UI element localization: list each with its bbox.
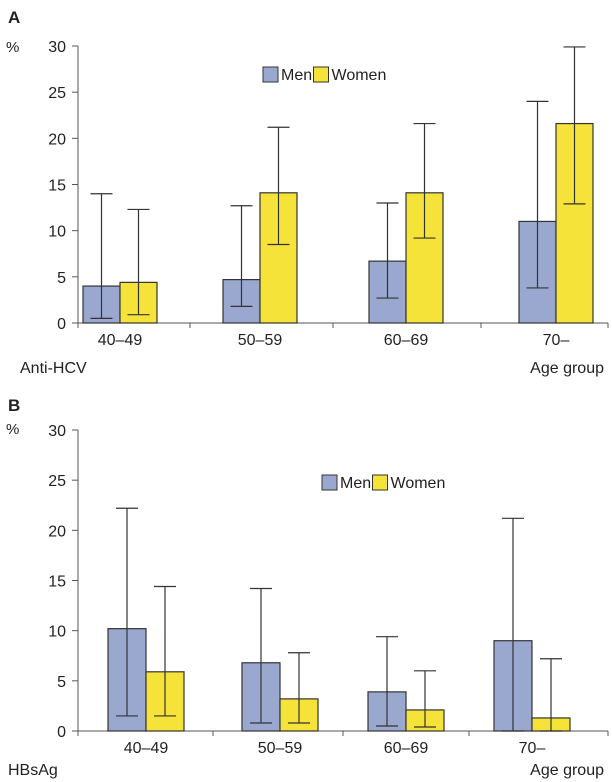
category-label: 60–69 bbox=[384, 332, 429, 349]
x-axis-label-a: Age group bbox=[530, 360, 604, 377]
y-tick-label: 25 bbox=[48, 473, 66, 490]
y-tick-label: 30 bbox=[48, 39, 66, 56]
legend-label-women: Women bbox=[332, 67, 387, 84]
category-label: 50–59 bbox=[258, 740, 303, 757]
y-unit-b: % bbox=[6, 421, 19, 438]
y-tick-label: 10 bbox=[48, 224, 66, 241]
panel-a-plot: 0 5 10 15 20 25 30 40–49 50–59 60–69 70– Men Women bbox=[48, 39, 609, 349]
category-label: 60–69 bbox=[384, 740, 429, 757]
legend-swatch-men bbox=[262, 66, 279, 83]
category-label: 40–49 bbox=[124, 740, 169, 757]
legend-swatch-men bbox=[321, 474, 338, 491]
legend-swatch-women bbox=[372, 474, 388, 491]
marker-label-a: Anti-HCV bbox=[20, 360, 87, 377]
y-tick-label: 15 bbox=[48, 574, 66, 591]
category-label: 50–59 bbox=[238, 332, 283, 349]
category-label: 70– bbox=[519, 740, 546, 757]
marker-label-b: HBsAg bbox=[8, 762, 58, 779]
x-axis-label-b: Age group bbox=[530, 762, 604, 779]
legend-label-men: Men bbox=[281, 67, 312, 84]
y-tick-label: 0 bbox=[57, 316, 66, 333]
y-tick-label: 20 bbox=[48, 523, 66, 540]
y-tick-label: 20 bbox=[48, 131, 66, 148]
y-unit-a: % bbox=[6, 39, 19, 56]
y-tick-label: 10 bbox=[48, 624, 66, 641]
y-tick-label: 5 bbox=[57, 270, 66, 287]
y-tick-label: 5 bbox=[57, 674, 66, 691]
y-tick-label: 25 bbox=[48, 85, 66, 102]
y-tick-label: 15 bbox=[48, 178, 66, 195]
panel-letter-a: A bbox=[8, 8, 20, 27]
legend-label-women: Women bbox=[391, 475, 446, 492]
panel-b-plot: 0 5 10 15 20 25 30 40–49 50–59 60–69 70– Men Women bbox=[48, 423, 609, 757]
category-label: 70– bbox=[543, 332, 570, 349]
legend-label-men: Men bbox=[340, 475, 371, 492]
y-tick-label: 0 bbox=[57, 724, 66, 741]
y-tick-label: 30 bbox=[48, 423, 66, 440]
panel-letter-b: B bbox=[8, 396, 20, 415]
legend-swatch-women bbox=[313, 66, 329, 83]
category-label: 40–49 bbox=[98, 332, 143, 349]
